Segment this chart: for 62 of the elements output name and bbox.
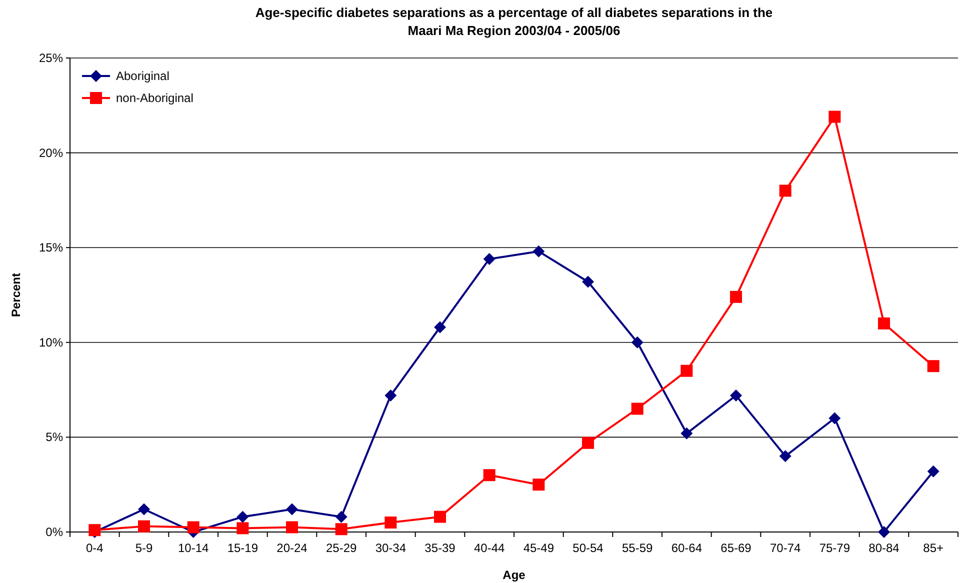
point	[286, 521, 298, 534]
x-tick-label: 10-14	[178, 541, 209, 555]
point	[582, 436, 594, 449]
x-tick-label: 70-74	[770, 541, 801, 555]
point	[779, 450, 792, 462]
point	[483, 469, 496, 482]
x-tick-label: 75-79	[819, 541, 850, 555]
point	[828, 412, 841, 424]
point	[730, 389, 742, 402]
point	[828, 110, 841, 123]
point	[730, 290, 742, 303]
x-tick-label: 25-29	[326, 541, 357, 555]
point	[138, 503, 150, 516]
point	[878, 526, 890, 538]
point	[927, 360, 940, 372]
x-tick-label: 5-9	[135, 541, 153, 555]
point	[384, 389, 397, 402]
point	[236, 510, 249, 523]
x-tick-label: 15-19	[227, 541, 258, 555]
point	[582, 276, 594, 288]
point	[138, 520, 150, 532]
point	[680, 364, 693, 377]
y-tick-label: 5%	[46, 430, 64, 444]
x-tick-label: 50-54	[572, 541, 604, 555]
y-tick-label: 25%	[38, 51, 64, 65]
x-tick-label: 85+	[923, 541, 944, 555]
point	[680, 427, 693, 440]
point	[384, 516, 397, 529]
point	[927, 465, 940, 478]
y-tick-label: 20%	[38, 146, 64, 160]
x-tick-label: 65-69	[720, 541, 752, 555]
point	[878, 317, 890, 330]
legend-label: Aboriginal	[116, 69, 170, 83]
chart-title: Age-specific diabetes separations as a percentage of all diabetes separations in the Maari Ma Region 2003/04 - 2005/06	[255, 5, 773, 38]
point	[631, 336, 644, 348]
point	[631, 402, 644, 415]
legend-label: non-Aboriginal	[116, 91, 194, 105]
x-tick-label: 60-64	[671, 541, 702, 555]
x-tick-label: 0-4	[86, 541, 104, 555]
x-tick-label: 55-59	[622, 541, 653, 555]
point	[779, 184, 792, 197]
y-tick-label: 0%	[46, 525, 64, 539]
y-tick-label: 10%	[38, 335, 64, 350]
x-tick-label: 35-39	[424, 541, 456, 555]
point	[335, 510, 348, 523]
point	[286, 503, 298, 516]
point	[483, 252, 496, 265]
point	[236, 522, 249, 534]
x-tick-label: 40-44	[474, 541, 505, 555]
point	[187, 521, 200, 534]
point	[532, 245, 545, 258]
point	[335, 523, 348, 536]
point	[434, 321, 446, 334]
x-tick-label: 80-84	[868, 541, 900, 555]
x-axis-title: Age	[502, 568, 526, 582]
x-tick-label: 45-49	[523, 541, 554, 555]
x-tick-label: 20-24	[276, 541, 308, 555]
point	[532, 478, 545, 491]
x-tick-label: 30-34	[375, 541, 406, 555]
point	[434, 510, 446, 523]
y-axis-title: Percent	[9, 272, 23, 318]
y-tick-label: 15%	[38, 240, 64, 255]
